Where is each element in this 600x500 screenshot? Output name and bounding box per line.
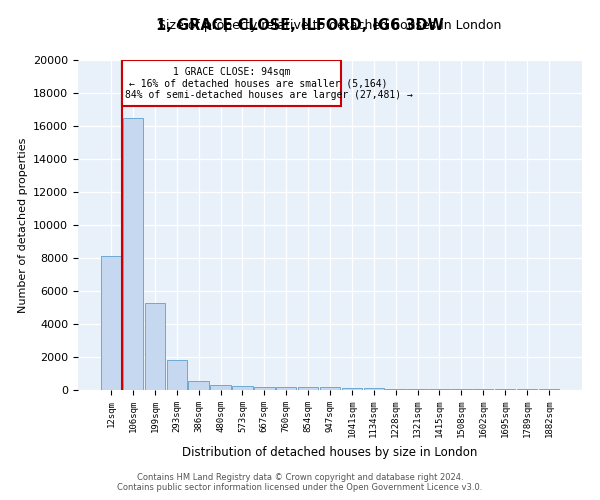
- Bar: [101, 256, 121, 390]
- Text: 1, GRACE CLOSE, ILFORD, IG6 3DW: 1, GRACE CLOSE, ILFORD, IG6 3DW: [156, 18, 444, 32]
- Bar: [232, 386, 253, 390]
- Y-axis label: Number of detached properties: Number of detached properties: [17, 138, 28, 312]
- Bar: [473, 389, 493, 390]
- Bar: [145, 302, 165, 390]
- Bar: [276, 387, 296, 390]
- Title: Size of property relative to detached houses in London: Size of property relative to detached ho…: [158, 20, 502, 32]
- Bar: [254, 386, 275, 390]
- Bar: [342, 388, 362, 390]
- Text: ← 16% of detached houses are smaller (5,164): ← 16% of detached houses are smaller (5,…: [129, 78, 388, 88]
- Bar: [298, 387, 318, 390]
- Bar: [320, 388, 340, 390]
- Bar: [451, 389, 472, 390]
- Bar: [385, 388, 406, 390]
- X-axis label: Distribution of detached houses by size in London: Distribution of detached houses by size …: [182, 446, 478, 458]
- FancyBboxPatch shape: [122, 60, 341, 106]
- Bar: [188, 381, 209, 390]
- Bar: [167, 360, 187, 390]
- Text: 84% of semi-detached houses are larger (27,481) →: 84% of semi-detached houses are larger (…: [125, 90, 413, 100]
- Bar: [211, 385, 231, 390]
- Bar: [407, 388, 428, 390]
- Bar: [123, 118, 143, 390]
- Bar: [364, 388, 384, 390]
- Text: 1 GRACE CLOSE: 94sqm: 1 GRACE CLOSE: 94sqm: [173, 66, 290, 76]
- Text: Contains HM Land Registry data © Crown copyright and database right 2024.
Contai: Contains HM Land Registry data © Crown c…: [118, 473, 482, 492]
- Bar: [495, 389, 515, 390]
- Bar: [429, 389, 449, 390]
